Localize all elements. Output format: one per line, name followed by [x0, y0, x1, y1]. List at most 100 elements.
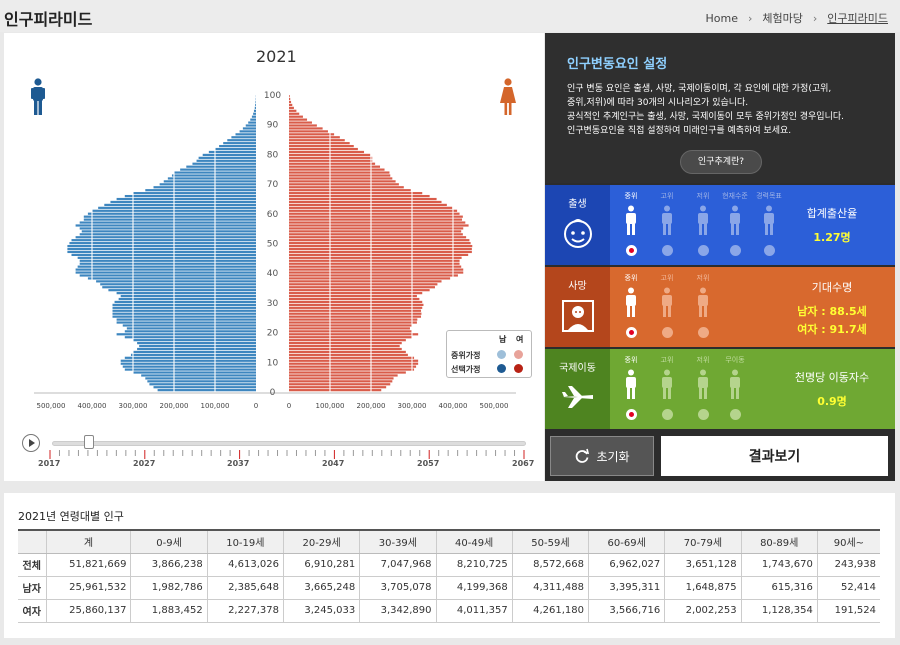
female-bar: [289, 212, 460, 215]
birth-option-median[interactable]: 중위: [611, 191, 651, 256]
factor-birth-category: 출생: [545, 185, 610, 265]
radio-selected[interactable]: [625, 409, 637, 420]
table-row: 전체 51,821,669 3,866,238 4,613,026 6,910,…: [18, 553, 880, 577]
table-cell: 3,866,238: [130, 553, 208, 577]
male-icon: [31, 78, 45, 115]
person-icon: [698, 369, 708, 399]
radio-unselected[interactable]: [763, 245, 775, 256]
male-bar: [79, 233, 256, 236]
male-bar: [133, 192, 256, 195]
female-bar: [289, 103, 293, 107]
male-bar: [208, 150, 256, 154]
female-bar: [289, 186, 404, 189]
birth-option-high[interactable]: 고위: [647, 191, 687, 256]
male-bar: [112, 309, 256, 312]
female-bar: [289, 300, 423, 304]
table-cell: 남자: [18, 576, 46, 600]
breadcrumb-home[interactable]: Home: [705, 11, 738, 25]
radio-unselected[interactable]: [661, 327, 673, 338]
radio-selected[interactable]: [625, 245, 637, 256]
factor-birth-name: 출생: [568, 199, 587, 210]
radio-unselected[interactable]: [729, 409, 741, 420]
timeline-track[interactable]: [52, 441, 526, 446]
migration-option-none[interactable]: 무이동: [715, 355, 755, 420]
timeline-year-2017: 2017: [38, 459, 61, 468]
person-icon: [626, 205, 636, 235]
table-header: 90세~: [816, 529, 880, 554]
female-bar: [289, 253, 469, 256]
what-is-projection-button[interactable]: 인구추계란?: [680, 150, 762, 174]
female-bar: [289, 297, 420, 301]
male-bar: [139, 344, 256, 348]
female-x-tick-label: 400,000: [439, 402, 468, 410]
death-option-median[interactable]: 중위: [611, 273, 651, 338]
death-option-high[interactable]: 고위: [647, 273, 687, 338]
female-bar: [289, 342, 402, 345]
factor-settings-header: 인구변동요인 설정 인구 변동 요인은 출생, 사망, 국제이동이며, 각 요인…: [545, 33, 895, 183]
female-bar: [289, 177, 393, 180]
male-bar: [112, 303, 256, 306]
female-bar: [289, 312, 422, 315]
radio-unselected[interactable]: [697, 327, 709, 338]
male-bar: [254, 106, 256, 109]
age-tick-label: 50: [267, 240, 279, 250]
migration-option-high[interactable]: 고위: [647, 355, 687, 420]
male-bar: [81, 230, 256, 233]
female-bar: [289, 239, 470, 242]
table-cell: 2,385,648: [206, 576, 284, 600]
breadcrumb-experience[interactable]: 체험마당: [762, 12, 803, 25]
person-icon: [626, 287, 636, 317]
view-result-button[interactable]: 결과보기: [661, 436, 888, 476]
table-header: 30-39세: [359, 529, 436, 554]
play-button[interactable]: [22, 434, 40, 452]
legend-median-male-dot: [497, 350, 506, 359]
male-bar: [186, 165, 256, 168]
male-x-tick-label: 300,000: [119, 402, 148, 410]
timeline-thumb[interactable]: [84, 435, 94, 449]
factor-birth: 출생 중위 고위 저위 현재수준 경력목표 합계출산율 1.27명: [545, 185, 895, 265]
female-bar: [289, 247, 472, 251]
table-cell: 전체: [18, 553, 46, 577]
male-bar: [67, 250, 257, 254]
female-bar: [289, 203, 447, 207]
death-result-label: 기대수명: [811, 281, 853, 294]
radio-unselected[interactable]: [661, 409, 673, 420]
male-bar: [124, 194, 256, 198]
breadcrumb-current[interactable]: 인구피라미드: [827, 12, 888, 25]
male-bar: [69, 242, 256, 245]
death-option-low[interactable]: 저위: [683, 273, 723, 338]
table-cell: 3,245,033: [282, 599, 360, 623]
male-bar: [71, 253, 256, 256]
table-cell: 1,883,452: [130, 599, 208, 623]
birth-option-current[interactable]: 현재수준: [715, 191, 755, 256]
female-bar: [289, 109, 297, 112]
birth-option-target[interactable]: 경력목표: [749, 191, 789, 256]
radio-unselected[interactable]: [697, 245, 709, 256]
male-bar: [133, 350, 256, 354]
radio-unselected[interactable]: [697, 409, 709, 420]
migration-option-low[interactable]: 저위: [683, 355, 723, 420]
male-bar: [180, 168, 256, 171]
reset-button[interactable]: 초기화: [550, 436, 654, 476]
table-row: 여자 25,860,137 1,883,452 2,227,378 3,245,…: [18, 599, 880, 623]
female-bar: [289, 144, 354, 148]
page-title: 인구피라미드: [4, 10, 93, 29]
male-bar: [102, 286, 256, 289]
female-bar: [289, 344, 400, 348]
panel-desc-line: 공식적인 추계인구는 출생, 사망, 국제이동이 모두 중위가정인 경우입니다.: [567, 112, 845, 122]
female-bar: [289, 106, 294, 109]
radio-unselected[interactable]: [661, 245, 673, 256]
table-cell: 4,011,357: [435, 599, 513, 623]
radio-selected[interactable]: [625, 327, 637, 338]
radio-unselected[interactable]: [729, 245, 741, 256]
birth-option-low[interactable]: 저위: [683, 191, 723, 256]
female-bar: [289, 236, 467, 239]
male-bar: [124, 368, 256, 371]
male-bar: [157, 389, 256, 392]
female-bar: [289, 156, 373, 159]
female-bar: [289, 265, 462, 268]
migration-option-median[interactable]: 중위: [611, 355, 651, 420]
chevron-right-icon: ›: [812, 11, 818, 25]
female-bar: [289, 233, 463, 236]
legend-selected-label: 선택가정: [451, 365, 481, 374]
